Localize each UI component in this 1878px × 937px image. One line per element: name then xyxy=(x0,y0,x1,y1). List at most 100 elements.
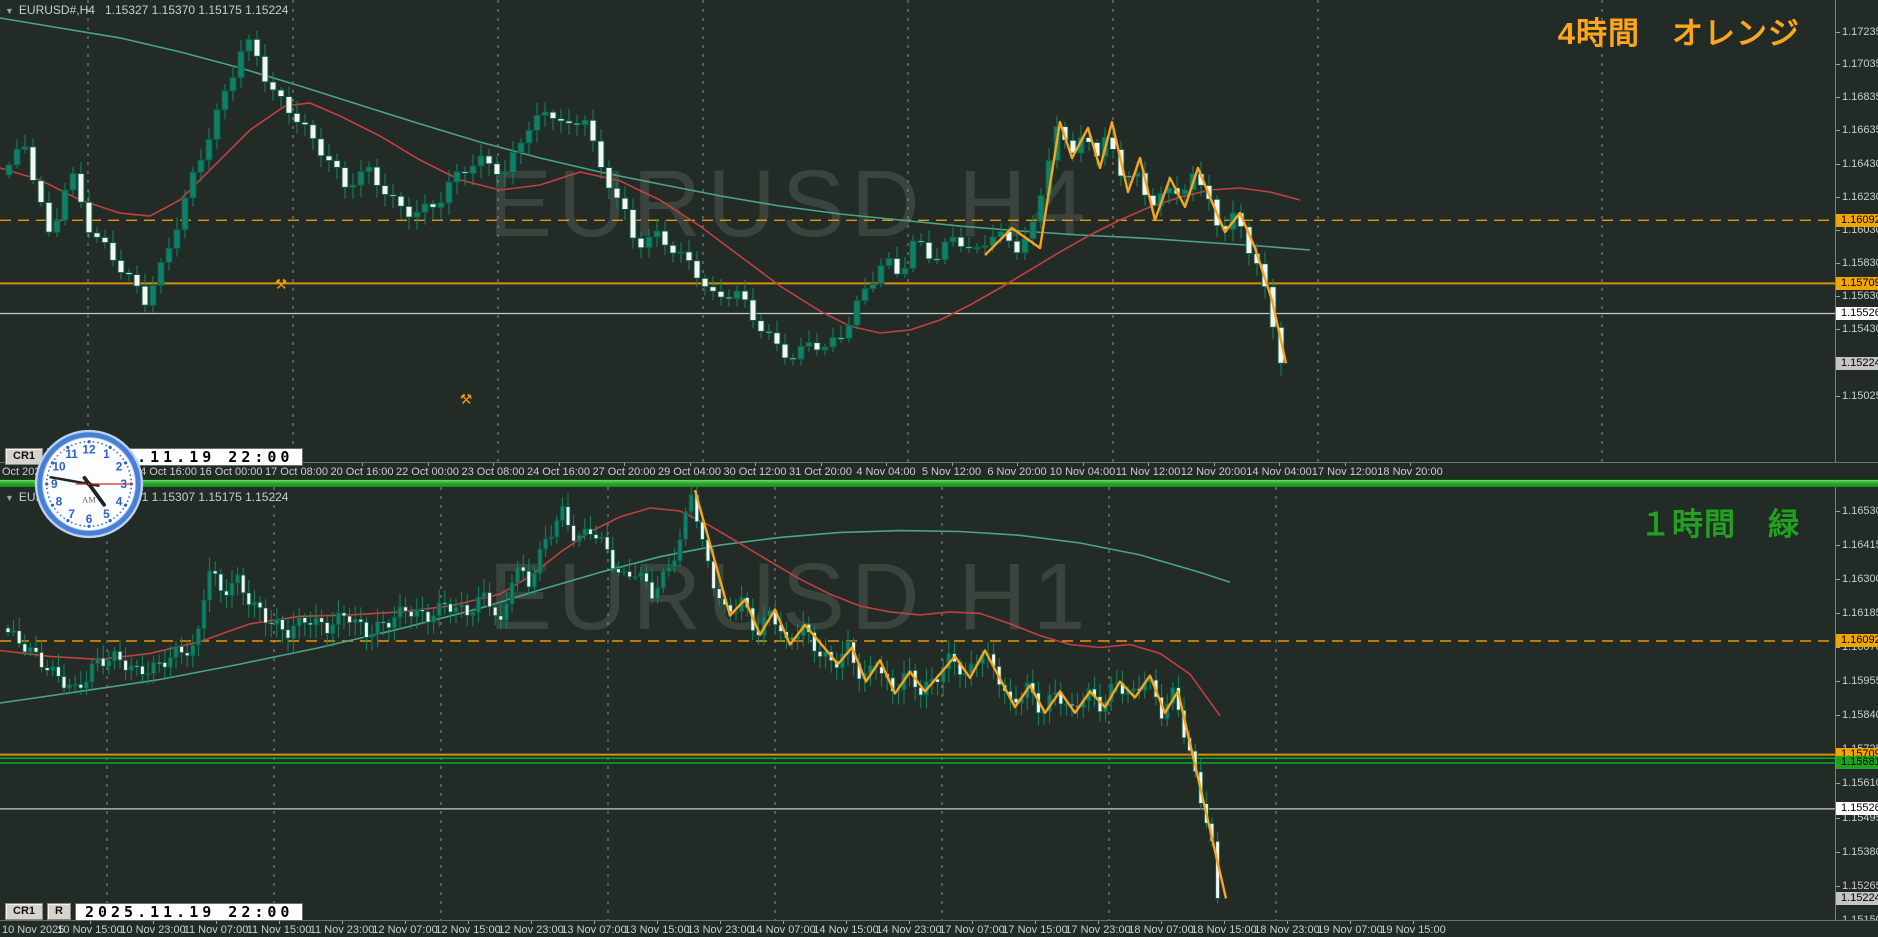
time-label: 27 Oct 20:00 xyxy=(592,466,656,478)
indicator-toolbar-h1: CR1 R 2025.11.19 22:00 xyxy=(5,902,304,921)
time-tick xyxy=(1344,463,1346,466)
time-tick xyxy=(493,463,494,466)
price-tick: 1.16835 xyxy=(1836,91,1878,104)
r-button[interactable]: R xyxy=(47,903,71,920)
time-label: 12 Nov 20:00 xyxy=(1180,466,1247,478)
time-label: 30 Oct 12:00 xyxy=(723,466,787,478)
time-tick xyxy=(1413,921,1414,924)
price-axis-h4[interactable]: 1.17235 1.17035 1.16835 1.16635 1.16430 1.162… xyxy=(1835,0,1878,462)
time-tick xyxy=(1410,463,1411,466)
time-tick xyxy=(820,463,822,466)
candlestick-chart-h4: EURUSD H4⚒⚒ xyxy=(0,0,1836,462)
time-tick xyxy=(783,921,784,924)
time-label: 17 Nov 07:00 xyxy=(939,924,1005,936)
time-tick xyxy=(342,921,343,924)
time-label: 10 Nov 04:00 xyxy=(1049,466,1116,478)
time-label: 10 Nov 23:00 xyxy=(120,924,186,936)
clock-numeral: 10 xyxy=(52,460,66,474)
time-label: 6 Nov 20:00 xyxy=(987,466,1047,478)
time-tick xyxy=(1224,921,1225,924)
clock-numeral: 9 xyxy=(51,477,58,491)
time-label: 31 Oct 20:00 xyxy=(789,466,852,478)
time-label: 24 Oct 16:00 xyxy=(527,466,590,478)
time-label: 17 Nov 15:00 xyxy=(1002,924,1068,936)
clock-numeral: 1 xyxy=(103,447,110,461)
time-tick xyxy=(886,463,887,466)
symbol-dropdown-icon[interactable]: ▼ xyxy=(5,6,14,16)
time-label: 14 Nov 23:00 xyxy=(876,924,942,936)
time-label: 5 Nov 12:00 xyxy=(921,466,982,478)
time-label: 13 Nov 15:00 xyxy=(624,924,690,936)
cr1-button[interactable]: CR1 xyxy=(5,448,44,465)
price-tick: 1.16415 xyxy=(1836,539,1878,552)
time-tick xyxy=(427,463,429,466)
price-tick: 1.15025 xyxy=(1836,390,1878,403)
price-tick: 1.16300 xyxy=(1836,573,1878,586)
time-axis-h1[interactable]: 10 Nov 2025 10 Nov 15:00 10 Nov 23:00 11 No… xyxy=(0,920,1878,937)
time-label: 29 Oct 04:00 xyxy=(658,466,721,478)
price-badge-gray: 1.15224 xyxy=(1836,892,1878,905)
time-label: Oct 2025 xyxy=(2,466,47,478)
panel-separator[interactable] xyxy=(0,479,1878,487)
zigzag-line xyxy=(693,489,1228,899)
ohlc-values: 1.15261 1.15307 1.15175 1.15224 xyxy=(104,490,289,504)
clock-numeral: 4 xyxy=(116,494,123,508)
time-label: 23 Oct 08:00 xyxy=(461,466,525,478)
time-label: 12 Nov 07:00 xyxy=(372,924,438,936)
time-tick xyxy=(1287,921,1288,924)
time-tick xyxy=(558,463,560,466)
time-tick xyxy=(755,463,756,466)
hammer-and-pick-icon[interactable]: ⚒ xyxy=(460,391,473,407)
cr1-button[interactable]: CR1 xyxy=(5,903,44,920)
symbol-period-label: EURUSD#,H4 xyxy=(18,3,95,17)
time-label: 20 Oct 16:00 xyxy=(330,466,394,478)
price-tick: 1.15380 xyxy=(1836,846,1878,859)
clock-numeral: 7 xyxy=(68,507,75,521)
time-label: 12 Nov 23:00 xyxy=(498,924,564,936)
time-label: 18 Nov 23:00 xyxy=(1254,924,1320,936)
hammer-and-pick-icon[interactable]: ⚒ xyxy=(275,276,288,292)
price-badge-orange: 1.15709 xyxy=(1836,277,1878,290)
time-tick xyxy=(1148,463,1149,466)
ohlc-values: 1.15327 1.15370 1.15175 1.15224 xyxy=(104,3,289,17)
time-label: 16 Oct 00:00 xyxy=(199,466,263,478)
time-tick xyxy=(90,921,91,924)
time-tick xyxy=(1279,463,1280,466)
price-axis-h1[interactable]: 1.16530 1.16415 1.16300 1.16185 1.16070 1.159… xyxy=(1835,487,1878,920)
clock-numeral: 2 xyxy=(116,460,123,474)
price-badge-orange: 1.16092 xyxy=(1836,634,1878,647)
price-badge-white: 1.15526 xyxy=(1836,802,1878,815)
time-label: 11 Nov 12:00 xyxy=(1115,466,1181,478)
price-tick: 1.16635 xyxy=(1836,124,1878,137)
price-tick: 1.15830 xyxy=(1836,257,1878,270)
time-label: 11 Nov 23:00 xyxy=(309,924,375,936)
price-tick: 1.16185 xyxy=(1836,607,1878,620)
time-tick xyxy=(1350,921,1351,924)
clock-meridiem-label: AM xyxy=(82,495,96,505)
time-tick xyxy=(468,921,469,924)
chart-panel-h1: EURUSD H1 ▼EURUSD#,H11.15261 1.15307 1.1… xyxy=(0,487,1878,920)
time-label: 13 Nov 23:00 xyxy=(687,924,753,936)
candlestick-chart-h1: EURUSD H1 xyxy=(0,487,1836,920)
price-tick: 1.16430 xyxy=(1836,158,1878,171)
price-tick: 1.15495 xyxy=(1836,812,1878,825)
price-tick: 1.16530 xyxy=(1836,505,1878,518)
time-tick xyxy=(279,921,280,924)
time-tick xyxy=(1017,463,1018,466)
analog-clock-widget[interactable]: 12 1 2 3 4 5 6 7 8 9 10 11 AM xyxy=(32,427,146,541)
time-tick xyxy=(594,921,595,924)
clock-numeral: 11 xyxy=(65,447,78,461)
time-label: 10 Nov 15:00 xyxy=(57,924,123,936)
time-tick xyxy=(689,463,691,466)
time-label: 18 Nov 15:00 xyxy=(1191,924,1257,936)
clock-numeral: 12 xyxy=(82,442,96,456)
time-label: 19 Nov 15:00 xyxy=(1380,924,1446,936)
zigzag-line xyxy=(984,120,1288,364)
time-label: 18 Nov 07:00 xyxy=(1128,924,1194,936)
time-tick xyxy=(405,921,406,924)
price-tick: 1.15150 xyxy=(1836,914,1878,920)
symbol-dropdown-icon[interactable]: ▼ xyxy=(5,493,14,503)
price-tick: 1.15430 xyxy=(1836,323,1878,336)
time-label: 12 Nov 15:00 xyxy=(435,924,501,936)
